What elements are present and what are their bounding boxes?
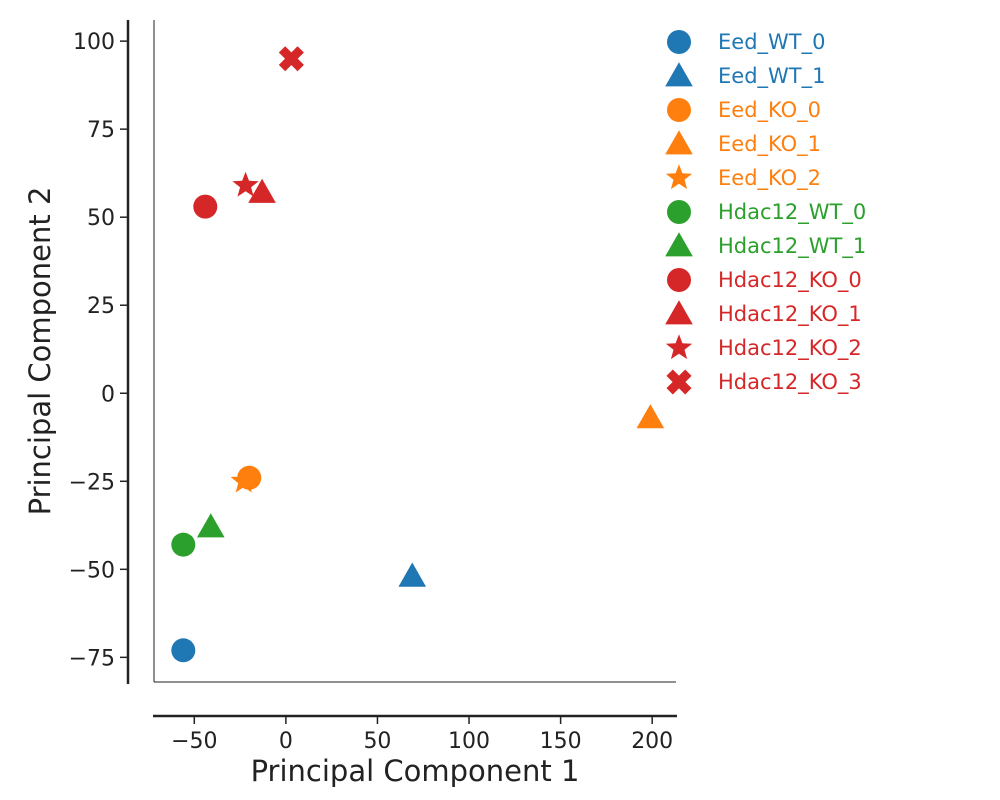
x-tick-label: 200 [631, 729, 673, 754]
point-hdac12-wt-0 [171, 532, 196, 557]
legend-marker-eed-ko-2 [665, 164, 693, 190]
legend-label-hdac12-ko-0: Hdac12_KO_0 [718, 268, 862, 293]
y-tick-label: −50 [69, 558, 115, 583]
legend-marker-hdac12-wt-0 [667, 200, 691, 224]
legend-marker-eed-ko-0 [667, 98, 691, 122]
point-eed-wt-0 [171, 638, 196, 663]
legend-label-hdac12-wt-1: Hdac12_WT_1 [718, 234, 866, 259]
legend-marker-hdac12-ko-0 [667, 268, 691, 292]
legend-marker-hdac12-wt-1 [665, 232, 693, 257]
y-axis-label: Principal Component 2 [23, 187, 57, 516]
x-tick-label: 0 [279, 729, 293, 754]
y-tick-label: −25 [69, 470, 115, 495]
y-tick-label: 25 [87, 294, 115, 319]
x-tick-label: 50 [363, 729, 391, 754]
point-hdac12-wt-1 [196, 513, 225, 538]
legend-label-hdac12-ko-1: Hdac12_KO_1 [718, 302, 862, 327]
y-tick-label: 50 [87, 206, 115, 231]
x-ticks: −50 0 50 100 150 200 [171, 716, 673, 754]
point-hdac12-ko-3 [278, 46, 304, 72]
y-tick-label: 100 [73, 30, 115, 55]
x-tick-label: 100 [448, 729, 490, 754]
y-tick-label: −75 [69, 646, 115, 671]
y-tick-label: 0 [101, 382, 115, 407]
legend-label-hdac12-ko-2: Hdac12_KO_2 [718, 336, 862, 361]
legend-marker-eed-wt-0 [667, 30, 691, 54]
x-axis-label: Principal Component 1 [251, 754, 580, 788]
legend-marker-hdac12-ko-2 [665, 334, 693, 360]
x-tick-label: −50 [171, 729, 217, 754]
legend-marker-eed-ko-1 [665, 130, 693, 155]
legend-marker-hdac12-ko-3 [666, 369, 692, 395]
point-eed-ko-2 [230, 467, 257, 493]
point-eed-wt-1 [398, 562, 427, 587]
point-hdac12-ko-2 [232, 171, 259, 197]
point-hdac12-ko-1 [248, 178, 276, 203]
legend-label-hdac12-wt-0: Hdac12_WT_0 [718, 200, 866, 225]
legend-label-eed-ko-0: Eed_KO_0 [718, 98, 821, 123]
legend-marker-eed-wt-1 [665, 62, 693, 87]
legend-label-eed-wt-0: Eed_WT_0 [718, 30, 825, 55]
legend-label-eed-wt-1: Eed_WT_1 [718, 64, 825, 89]
data-points [171, 46, 665, 663]
y-ticks: −75 −50 −25 0 25 50 75 100 [69, 30, 128, 671]
legend-marker-hdac12-ko-1 [665, 300, 693, 325]
point-hdac12-ko-0 [193, 194, 218, 219]
point-eed-ko-1 [636, 404, 665, 429]
legend-label-hdac12-ko-3: Hdac12_KO_3 [718, 370, 862, 395]
y-tick-label: 75 [87, 118, 115, 143]
legend-label-eed-ko-2: Eed_KO_2 [718, 166, 821, 191]
legend-label-eed-ko-1: Eed_KO_1 [718, 132, 821, 157]
x-tick-label: 150 [540, 729, 582, 754]
legend: Eed_WT_0 Eed_WT_1 Eed_KO_0 Eed_KO_1 Eed_KO_2… [665, 30, 866, 395]
